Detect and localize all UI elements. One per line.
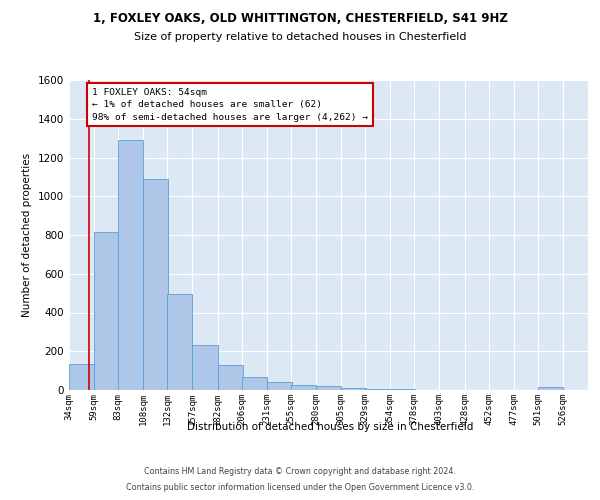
- Bar: [143, 179, 169, 390]
- Bar: [218, 365, 242, 390]
- Bar: [267, 382, 292, 390]
- Bar: [69, 364, 94, 390]
- Bar: [538, 388, 563, 390]
- Text: 1 FOXLEY OAKS: 54sqm
← 1% of detached houses are smaller (62)
98% of semi-detach: 1 FOXLEY OAKS: 54sqm ← 1% of detached ho…: [92, 88, 368, 122]
- Bar: [316, 386, 341, 390]
- Bar: [94, 232, 119, 390]
- Y-axis label: Number of detached properties: Number of detached properties: [22, 153, 32, 317]
- Bar: [167, 294, 193, 390]
- Bar: [365, 389, 390, 390]
- Bar: [193, 346, 218, 390]
- Text: Contains HM Land Registry data © Crown copyright and database right 2024.: Contains HM Land Registry data © Crown c…: [144, 468, 456, 476]
- Text: Size of property relative to detached houses in Chesterfield: Size of property relative to detached ho…: [134, 32, 466, 42]
- Bar: [118, 140, 143, 390]
- Text: 1, FOXLEY OAKS, OLD WHITTINGTON, CHESTERFIELD, S41 9HZ: 1, FOXLEY OAKS, OLD WHITTINGTON, CHESTER…: [92, 12, 508, 26]
- Text: Contains public sector information licensed under the Open Government Licence v3: Contains public sector information licen…: [126, 482, 474, 492]
- Bar: [341, 388, 366, 390]
- Bar: [291, 384, 316, 390]
- Bar: [242, 378, 267, 390]
- Text: Distribution of detached houses by size in Chesterfield: Distribution of detached houses by size …: [187, 422, 473, 432]
